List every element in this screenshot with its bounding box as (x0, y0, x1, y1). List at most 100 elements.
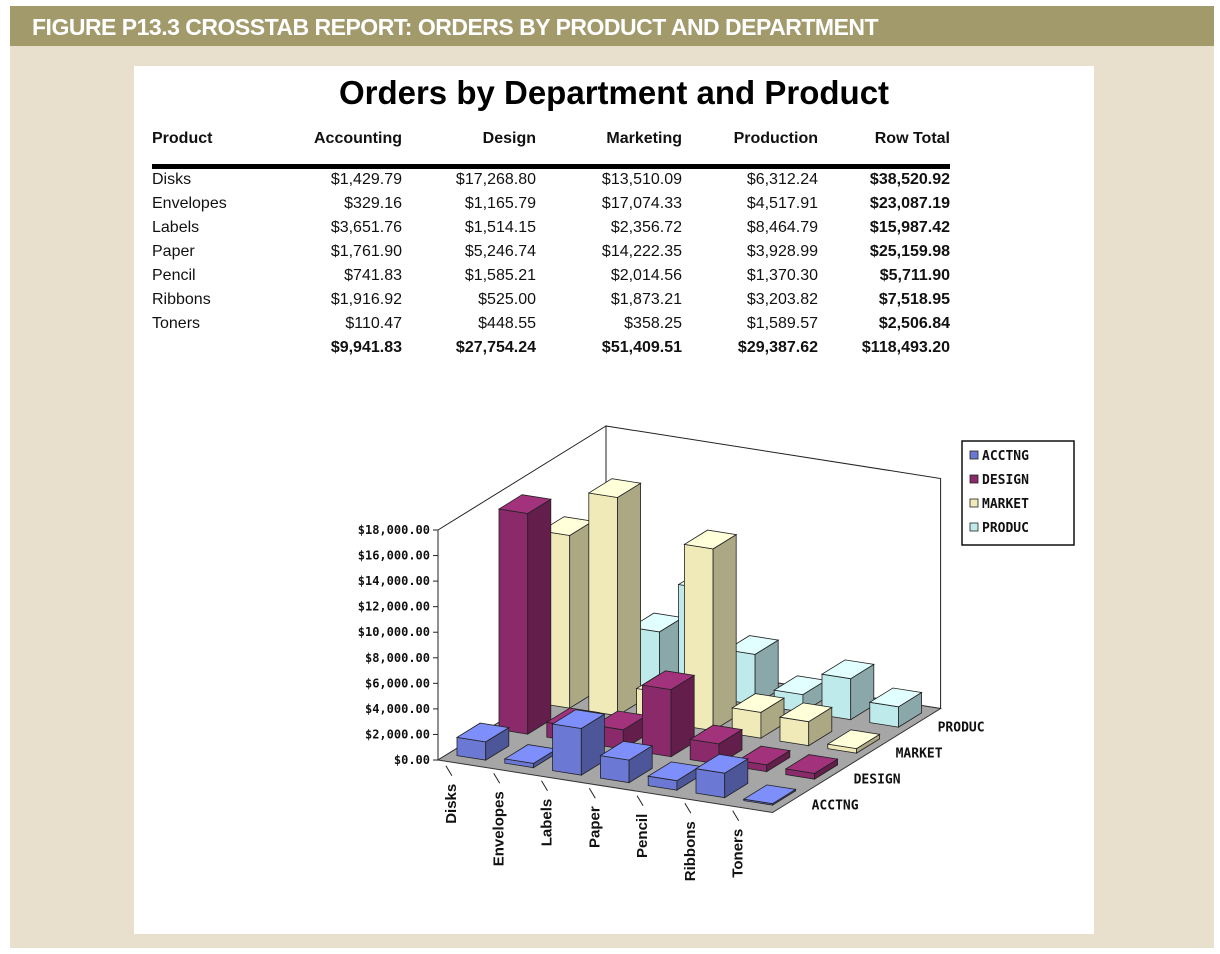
figure-caption: FIGURE P13.3 CROSSTAB REPORT: ORDERS BY … (32, 14, 879, 40)
value-cell: $3,203.82 (746, 291, 818, 308)
bar-side-face (617, 482, 642, 717)
bar-market-toners (826, 729, 881, 754)
legend-label: ACCTNG (982, 449, 1029, 464)
bar-top-face (731, 693, 786, 713)
product-cell: Paper (152, 243, 195, 260)
bar-top-face (497, 494, 552, 514)
bar-top-face (689, 724, 744, 745)
value-axis-tick-label: $14,000.00 (358, 574, 430, 588)
table-row: Toners $110.47 $448.55 $358.25 $1,589.57… (152, 312, 950, 336)
chart-labels: $0.00 $2,000.00 $4,000.00 $6,000.00 $8,000.0… (358, 523, 985, 881)
value-cell: $329.16 (344, 195, 402, 212)
bar-front-face (588, 492, 618, 717)
bar-top-face (587, 478, 642, 498)
column-total-cell: $9,941.83 (330, 339, 402, 356)
bar-front-face (498, 508, 529, 735)
category-axis-tick (445, 765, 453, 777)
bar-top-face (694, 753, 749, 774)
category-axis-tick (636, 795, 644, 807)
report-panel: Orders by Department and Product Product… (134, 66, 1094, 934)
column-header: Accounting (314, 130, 402, 147)
value-cell: $1,165.79 (464, 195, 536, 212)
figure-banner: FIGURE P13.3 CROSSTAB REPORT: ORDERS BY … (10, 6, 1214, 46)
chart-bars (455, 478, 923, 806)
bar-market-envelopes (587, 478, 642, 717)
bar-front-face (779, 716, 810, 747)
category-axis-label: Toners (730, 829, 747, 878)
category-axis-label: Disks (443, 784, 460, 824)
value-cell: $525.00 (478, 291, 536, 308)
series-axis-label: ACCTNG (812, 799, 859, 814)
category-axis-label: Envelopes (491, 791, 508, 866)
header-rule (152, 164, 950, 169)
series-axis-label: PRODUC (938, 721, 985, 736)
legend-swatch (969, 522, 979, 532)
row-total-cell: $15,987.42 (869, 219, 950, 236)
bar-design-toners (784, 754, 839, 780)
bar-top-face (725, 635, 780, 655)
value-cell: $2,014.56 (610, 267, 682, 284)
value-axis-tick-label: $2,000.00 (365, 727, 430, 741)
product-cell: Labels (152, 219, 200, 236)
bar-top-face (599, 740, 654, 761)
table-row: Ribbons $1,916.92 $525.00 $1,873.21 $3,2… (152, 288, 950, 312)
table-row: Envelopes $329.16 $1,165.79 $17,074.33 $… (152, 192, 950, 216)
report-title: Orders by Department and Product (338, 74, 890, 111)
bar-acctng-envelopes (503, 744, 558, 769)
product-cell: Pencil (152, 267, 196, 284)
bar-top-face (868, 687, 923, 708)
product-cell: Envelopes (152, 195, 227, 212)
column-total-cell: $51,409.51 (601, 339, 682, 356)
value-axis-tick-label: $8,000.00 (365, 651, 430, 665)
legend-box (961, 440, 1075, 546)
value-cell: $3,928.99 (746, 243, 818, 260)
legend-label: MARKET (982, 497, 1029, 512)
bar-acctng-disks (455, 722, 510, 761)
value-cell: $4,517.91 (746, 195, 818, 212)
value-cell: $17,074.33 (601, 195, 682, 212)
legend-swatch (969, 450, 979, 460)
table-row: Disks $1,429.79 $17,268.80 $13,510.09 $6… (152, 168, 950, 192)
bar-side-face (527, 498, 552, 735)
row-total-cell: $7,518.95 (878, 291, 950, 308)
value-cell: $1,514.15 (464, 219, 536, 236)
bar-top-face (551, 709, 606, 729)
row-total-cell: $5,711.90 (879, 267, 950, 284)
legend-label: PRODUC (982, 521, 1029, 536)
bar-top-face (736, 745, 791, 766)
column-totals-row: $9,941.83 $27,754.24 $51,409.51 $29,387.… (152, 336, 950, 360)
bar-design-paper (641, 670, 696, 758)
value-cell: $741.83 (344, 267, 402, 284)
value-cell: $6,312.24 (746, 171, 818, 188)
category-axis-tick (493, 772, 501, 784)
legend-swatch (969, 474, 979, 484)
value-cell: $13,510.09 (601, 171, 682, 188)
value-axis-tick-label: $6,000.00 (365, 676, 430, 690)
value-cell: $1,429.79 (330, 171, 402, 188)
row-total-cell: $2,506.84 (878, 315, 950, 332)
column-header: Row Total (874, 130, 950, 147)
bar-design-ribbons (736, 745, 791, 773)
product-cell: Disks (152, 171, 192, 188)
bar-market-ribbons (778, 702, 833, 747)
column-total-cell: $29,387.62 (737, 339, 818, 356)
category-axis-label: Paper (586, 806, 603, 848)
bar-top-face (778, 702, 833, 723)
orders-3d-column-chart: $0.00 $2,000.00 $4,000.00 $6,000.00 $8,000.0… (358, 425, 1075, 881)
value-axis-tick-label: $18,000.00 (358, 523, 430, 537)
value-cell: $3,651.76 (330, 219, 402, 236)
bar-top-face (742, 784, 797, 805)
category-axis-tick (541, 780, 548, 792)
bar-top-face (826, 729, 881, 750)
column-header: Product (152, 130, 213, 147)
series-axis-label: MARKET (896, 747, 943, 762)
category-axis-tick (588, 787, 596, 799)
crosstab-header-row: Product Accounting Design Marketing Prod… (152, 124, 950, 158)
bar-top-face (683, 529, 738, 550)
bar-acctng-toners (742, 784, 797, 806)
chart-legend: ACCTNG DESIGN MARKET PRODUC (961, 440, 1075, 546)
row-total-cell: $38,520.92 (869, 171, 950, 188)
legend-label: DESIGN (982, 473, 1029, 488)
value-axis-tick-label: $16,000.00 (358, 549, 430, 563)
value-cell: $1,873.21 (610, 291, 682, 308)
